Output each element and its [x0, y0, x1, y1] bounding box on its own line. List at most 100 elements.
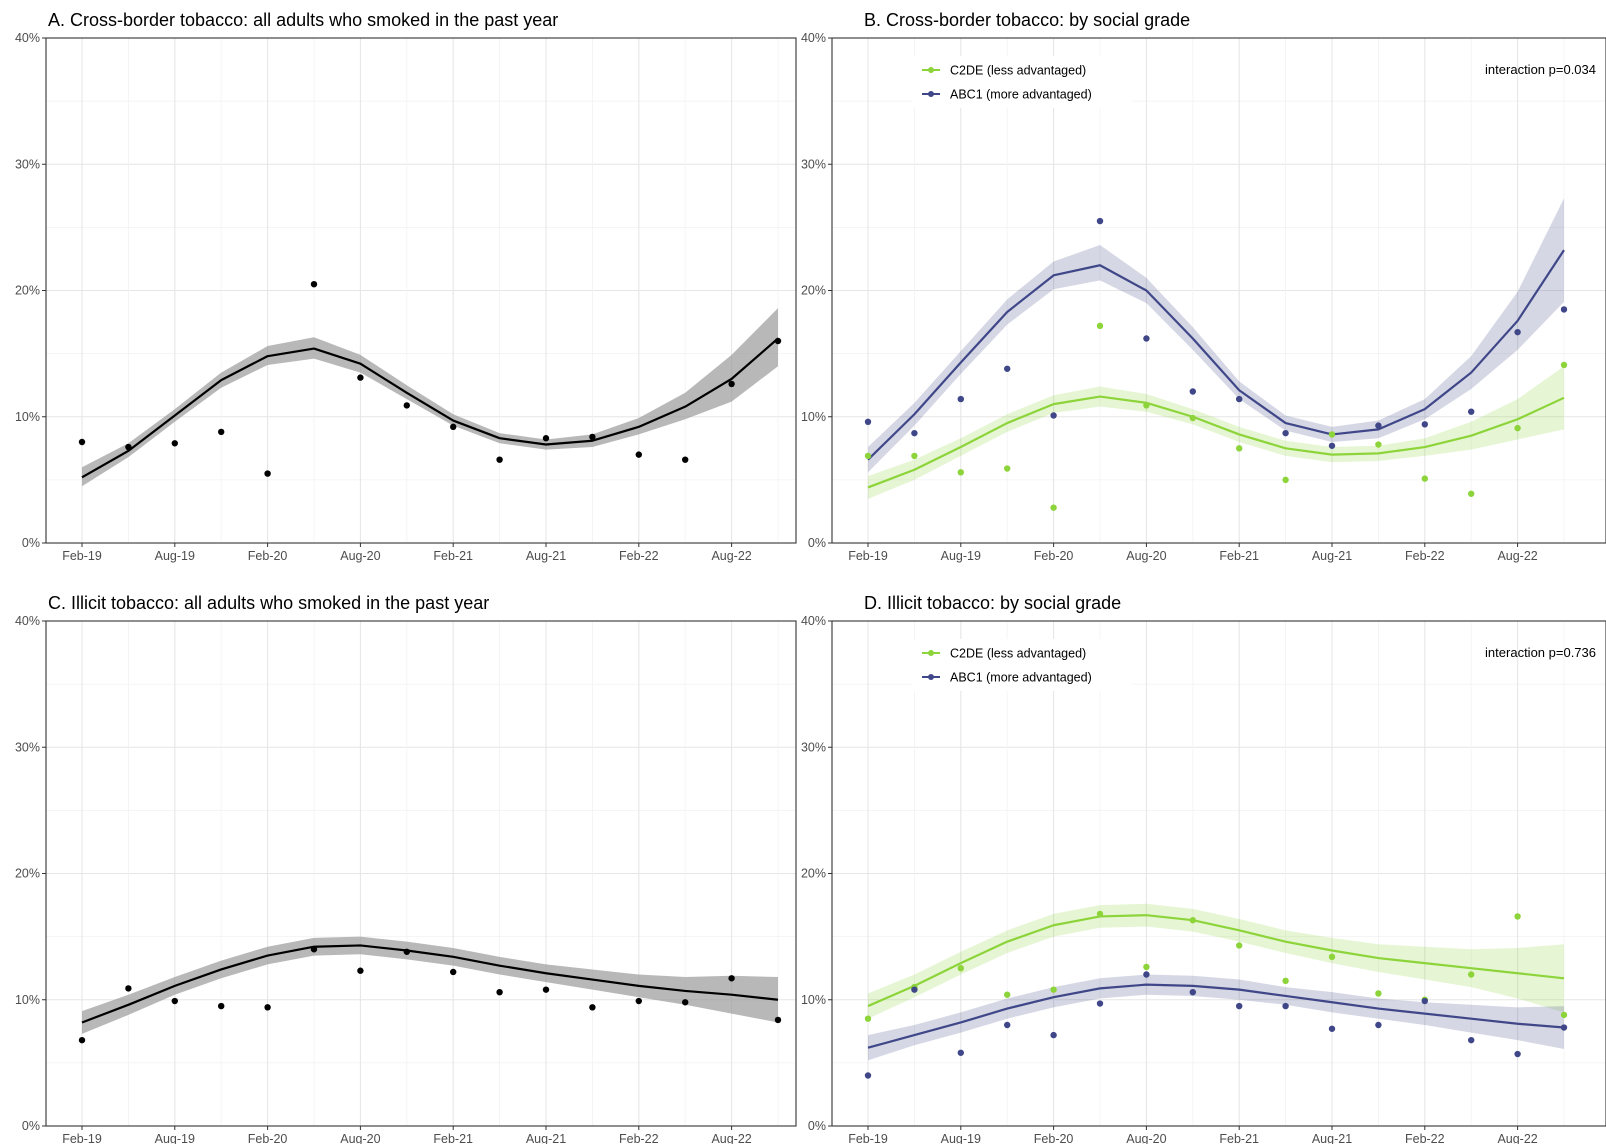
data-point — [1143, 335, 1150, 342]
points-0 — [78, 280, 782, 477]
confidence-band — [82, 308, 778, 487]
x-tick-label: Aug-21 — [1312, 1132, 1352, 1144]
y-tick-label: 30% — [15, 157, 40, 171]
x-tick-label: Feb-19 — [62, 1132, 102, 1144]
legend-background — [912, 56, 1132, 108]
data-point — [125, 985, 132, 992]
gridlines — [832, 620, 1606, 1127]
data-point — [1050, 412, 1057, 419]
data-point — [911, 452, 918, 460]
x-tick-label: Aug-21 — [526, 1132, 566, 1144]
data-point — [1514, 424, 1521, 432]
points-0 — [78, 946, 782, 1044]
data-point — [450, 423, 457, 431]
data-point — [264, 470, 271, 477]
x-tick-label: Feb-19 — [848, 549, 888, 563]
data-point — [1189, 388, 1197, 395]
x-tick-label: Aug-20 — [1126, 549, 1166, 563]
data-point — [1375, 422, 1382, 429]
data-point — [728, 975, 735, 982]
panel-title: A. Cross-border tobacco: all adults who … — [48, 10, 558, 30]
data-point — [1468, 971, 1475, 978]
data-point — [1189, 414, 1197, 422]
gridlines — [46, 620, 796, 1127]
data-point — [542, 435, 550, 442]
data-point — [1560, 361, 1568, 369]
data-point — [911, 429, 918, 437]
data-point — [1282, 1002, 1289, 1010]
data-point — [496, 456, 503, 463]
data-point — [1328, 442, 1336, 449]
series-0 — [867, 903, 1565, 1019]
x-tick-label: Feb-20 — [1034, 1132, 1074, 1144]
data-point — [357, 967, 364, 974]
y-tick-label: 40% — [15, 31, 40, 45]
x-tick-label: Aug-22 — [711, 549, 751, 563]
legend: C2DE (less advantaged) ABC1 (more advanta… — [912, 639, 1132, 691]
fit-line — [867, 914, 1565, 1008]
data-point — [864, 1015, 872, 1022]
panel-title: B. Cross-border tobacco: by social grade — [864, 10, 1190, 30]
data-point — [1328, 431, 1336, 438]
data-point — [957, 964, 964, 972]
legend-label: C2DE (less advantaged) — [950, 64, 1086, 78]
x-tick-label: Feb-21 — [433, 1132, 473, 1144]
data-point — [1143, 402, 1150, 409]
y-tick-label: 0% — [22, 536, 40, 550]
x-tick-label: Feb-22 — [1405, 549, 1445, 563]
data-point — [957, 469, 964, 476]
legend-key-point — [928, 91, 934, 97]
fit-line — [81, 944, 779, 1024]
data-point — [1560, 1011, 1568, 1019]
panel-c: C. Illicit tobacco: all adults who smoke… — [15, 593, 797, 1144]
data-point — [774, 1016, 782, 1024]
data-point — [1375, 441, 1382, 448]
x-tick-label: Feb-21 — [433, 549, 473, 563]
y-tick-label: 20% — [15, 284, 40, 298]
panel-title: C. Illicit tobacco: all adults who smoke… — [48, 593, 489, 613]
data-point — [542, 986, 550, 993]
data-point — [1004, 465, 1011, 472]
points-0 — [864, 322, 1568, 511]
x-tick-label: Aug-21 — [1312, 549, 1352, 563]
data-point — [957, 395, 964, 403]
data-point — [450, 968, 457, 976]
data-point — [264, 1004, 271, 1011]
x-tick-label: Aug-19 — [155, 549, 195, 563]
legend-background — [912, 639, 1132, 691]
x-tick-label: Feb-22 — [619, 1132, 659, 1144]
data-point — [635, 451, 642, 458]
data-point — [589, 433, 596, 441]
x-tick-label: Aug-22 — [1497, 549, 1537, 563]
data-point — [1328, 953, 1336, 961]
data-point — [1468, 490, 1475, 497]
legend-label: ABC1 (more advantaged) — [950, 671, 1092, 685]
data-point — [218, 1002, 225, 1010]
data-point — [1375, 990, 1382, 997]
y-tick-label: 10% — [801, 993, 826, 1007]
gridlines — [832, 37, 1606, 544]
data-point — [357, 374, 364, 381]
data-point — [218, 428, 225, 436]
legend-label: C2DE (less advantaged) — [950, 647, 1086, 661]
fit-line — [867, 395, 1565, 489]
x-tick-label: Aug-19 — [941, 1132, 981, 1144]
data-point — [589, 1004, 596, 1011]
x-tick-label: Feb-21 — [1219, 1132, 1259, 1144]
data-point — [1375, 1021, 1382, 1029]
data-point — [171, 440, 178, 447]
data-point — [864, 452, 872, 460]
confidence-band — [868, 366, 1564, 499]
data-point — [125, 443, 132, 451]
x-tick-label: Aug-20 — [340, 549, 380, 563]
x-tick-label: Aug-19 — [155, 1132, 195, 1144]
fit-line — [867, 983, 1565, 1049]
data-point — [1236, 1002, 1243, 1010]
data-point — [1004, 991, 1011, 998]
confidence-band — [868, 903, 1564, 1019]
x-tick-label: Aug-22 — [1497, 1132, 1537, 1144]
data-point — [1236, 942, 1243, 949]
data-point — [864, 418, 872, 425]
x-tick-label: Aug-21 — [526, 549, 566, 563]
